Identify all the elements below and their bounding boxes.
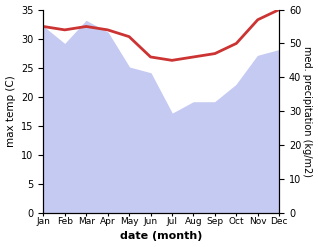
Y-axis label: max temp (C): max temp (C) [5, 75, 16, 147]
X-axis label: date (month): date (month) [120, 231, 203, 242]
Y-axis label: med. precipitation (kg/m2): med. precipitation (kg/m2) [302, 46, 313, 177]
